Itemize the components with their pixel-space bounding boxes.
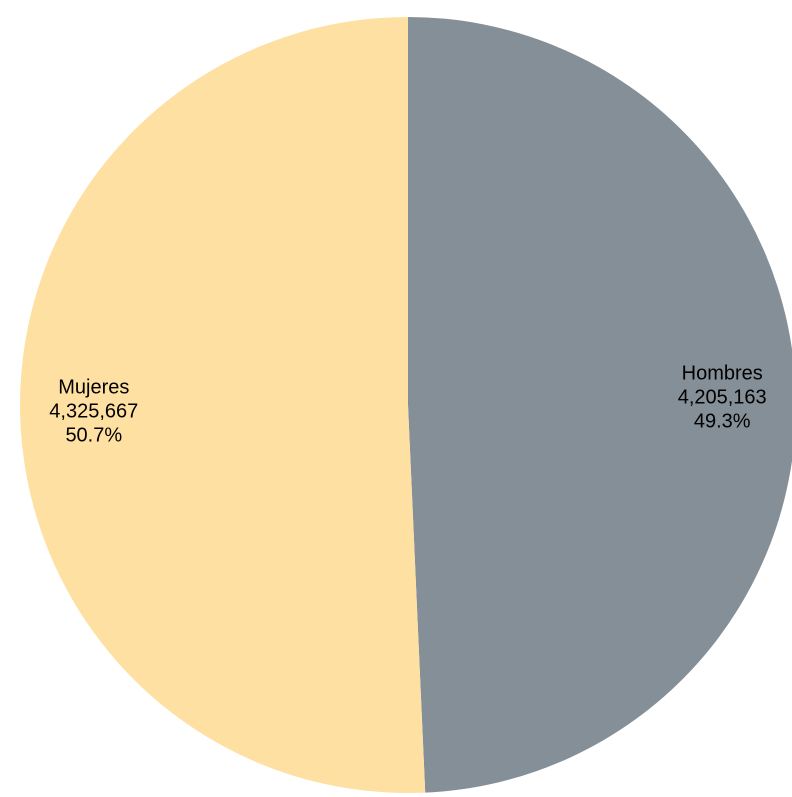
slice-label-name-mujeres: Mujeres [58, 376, 129, 398]
slice-label-name-hombres: Hombres [682, 362, 763, 384]
pie-slices [20, 17, 792, 793]
slice-label-percent-hombres: 49.3% [694, 410, 751, 432]
slice-label-value-mujeres: 4,325,667 [49, 400, 138, 422]
slice-label-percent-mujeres: 50.7% [65, 424, 122, 446]
pie-slice-mujeres [20, 17, 426, 793]
pie-slice-hombres [408, 17, 792, 793]
slice-label-value-hombres: 4,205,163 [678, 386, 767, 408]
